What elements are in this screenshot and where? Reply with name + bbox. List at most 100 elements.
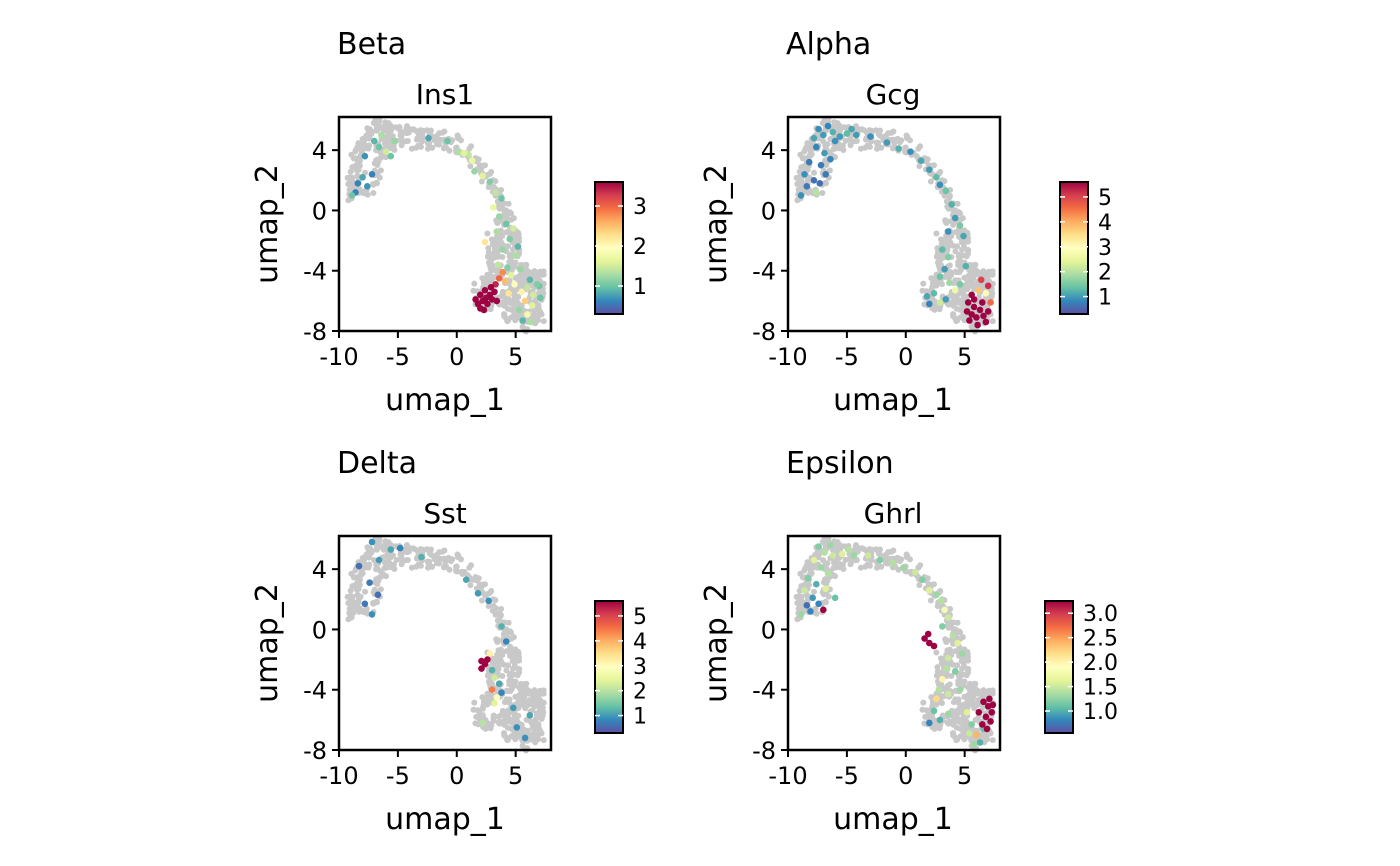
expression-point xyxy=(935,686,943,693)
expression-point xyxy=(510,704,517,712)
x-tick-label: 0 xyxy=(898,762,913,790)
background-point xyxy=(512,713,518,720)
background-point xyxy=(952,268,959,275)
expression-point xyxy=(524,284,531,291)
colorbar-tick-label: 5 xyxy=(1098,186,1112,211)
background-point xyxy=(510,634,517,641)
expression-point xyxy=(946,279,953,287)
colorbar: 1 2 3 xyxy=(594,181,647,315)
background-point xyxy=(528,270,535,276)
y-tick-label: -8 xyxy=(303,737,327,765)
expression-point xyxy=(813,143,820,151)
background-point xyxy=(512,736,519,743)
expression-point xyxy=(805,158,813,166)
background-point xyxy=(500,631,507,638)
background-point xyxy=(486,680,493,687)
background-point xyxy=(528,689,535,695)
background-point xyxy=(473,585,480,592)
expression-point xyxy=(936,273,944,281)
expression-point xyxy=(831,137,839,145)
background-point xyxy=(837,143,844,150)
background-point xyxy=(961,317,968,324)
background-point xyxy=(933,649,940,656)
x-tick-label: 0 xyxy=(449,762,464,790)
background-point xyxy=(540,687,547,694)
background-point xyxy=(950,302,957,309)
expression-point xyxy=(942,665,950,672)
background-point xyxy=(501,302,508,309)
background-point xyxy=(539,713,546,720)
expression-point xyxy=(867,133,874,140)
background-point xyxy=(436,560,442,567)
expression-point xyxy=(387,152,395,160)
expression-point xyxy=(984,282,992,290)
colorbar-tick-label: 2 xyxy=(633,680,647,705)
background-point xyxy=(490,712,497,719)
background-point xyxy=(366,554,373,561)
background-point xyxy=(890,547,897,554)
background-point xyxy=(510,215,517,222)
expression-point xyxy=(911,568,919,576)
background-point xyxy=(535,313,541,320)
background-point xyxy=(983,271,990,278)
background-point xyxy=(523,680,530,687)
background-point xyxy=(533,702,540,709)
background-point xyxy=(954,243,961,250)
background-point xyxy=(889,145,896,152)
background-point xyxy=(370,190,377,196)
expression-point xyxy=(530,291,537,299)
expression-point xyxy=(930,290,938,297)
background-point xyxy=(944,246,951,253)
expression-point xyxy=(980,312,987,320)
background-point xyxy=(503,687,510,694)
colorbar-tick-label: 4 xyxy=(1098,211,1112,236)
background-point xyxy=(952,248,959,255)
background-point xyxy=(387,126,394,133)
background-point xyxy=(511,729,518,736)
expression-point xyxy=(822,585,829,592)
background-point xyxy=(375,575,382,581)
y-axis-title: umap_2 xyxy=(699,164,734,284)
expression-point xyxy=(937,597,945,605)
expression-point xyxy=(482,294,490,302)
gene-title: Sst xyxy=(423,497,466,530)
background-point xyxy=(808,570,815,577)
expression-point xyxy=(480,306,488,314)
background-point xyxy=(505,243,512,250)
plot-frame xyxy=(786,115,1002,333)
expression-point xyxy=(813,580,820,588)
background-point xyxy=(933,282,940,289)
background-point xyxy=(357,157,363,164)
background-point xyxy=(466,145,473,152)
background-point xyxy=(960,659,967,666)
background-point xyxy=(857,145,864,152)
background-point xyxy=(478,584,485,591)
background-point xyxy=(475,713,482,719)
background-point xyxy=(503,667,510,674)
background-point xyxy=(496,720,503,727)
background-point xyxy=(961,294,967,301)
background-point xyxy=(376,174,383,181)
background-point xyxy=(431,137,438,144)
background-point xyxy=(902,144,909,151)
expression-point xyxy=(507,271,515,279)
y-tick-label: 0 xyxy=(761,616,776,644)
expression-point xyxy=(944,614,952,621)
background-point xyxy=(961,736,968,743)
background-point xyxy=(364,544,371,551)
expression-point xyxy=(490,204,497,211)
expression-point xyxy=(492,281,499,288)
panel-delta: Delta Sst -10 -5 0 5 4 0 -4 -8 umap_1 umap_2 1… xyxy=(250,446,647,837)
expression-point xyxy=(827,155,834,163)
background-point xyxy=(501,730,507,737)
expression-point xyxy=(820,606,827,614)
expression-point xyxy=(942,187,950,195)
expression-point xyxy=(973,314,980,321)
background-point xyxy=(859,126,865,133)
background-point xyxy=(866,546,873,553)
expression-point xyxy=(815,543,822,550)
background-point xyxy=(989,687,996,694)
background-point xyxy=(364,191,371,198)
expression-point xyxy=(982,318,990,326)
y-tick-label: 0 xyxy=(761,197,776,225)
